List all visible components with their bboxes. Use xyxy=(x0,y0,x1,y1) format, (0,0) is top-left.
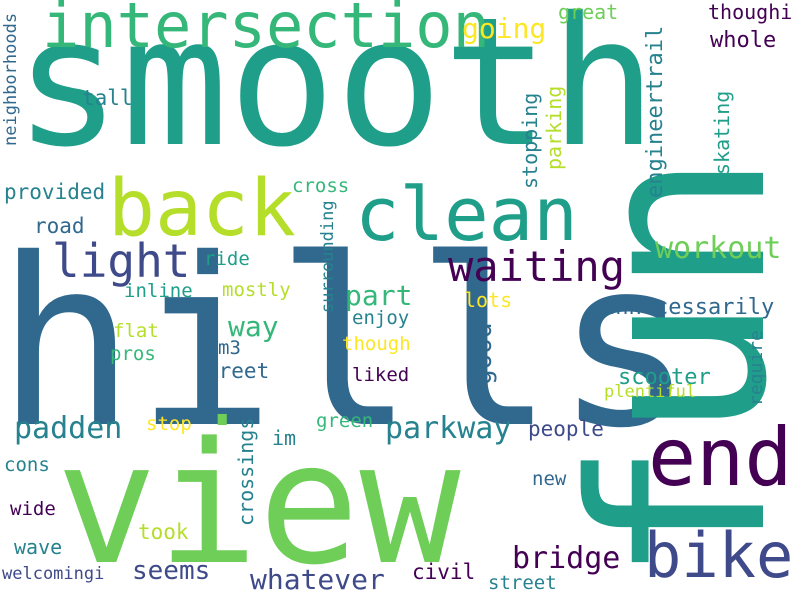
word-road: road xyxy=(34,214,85,238)
word-inline: inline xyxy=(124,280,193,302)
word-require: require xyxy=(746,330,767,406)
word-hills: hills xyxy=(0,209,695,479)
word-liked: liked xyxy=(352,364,410,386)
word-way: way xyxy=(228,310,279,343)
word-waiting: waiting xyxy=(448,242,626,291)
word-engineertrail: engineertrail xyxy=(643,25,668,198)
word-neighborhoods: neighborhoods xyxy=(1,12,21,146)
word-surrounding: surrounding xyxy=(318,200,338,313)
word-parkway: parkway xyxy=(385,411,512,446)
word-dot: . xyxy=(200,357,245,443)
word-tall: tall xyxy=(82,86,133,110)
word-street: street xyxy=(488,572,557,594)
word-end: end xyxy=(648,411,793,504)
word-great: great xyxy=(558,0,619,24)
word-going: going xyxy=(462,12,547,45)
word-m3: m3 xyxy=(218,337,241,359)
word-thoughi: thoughi xyxy=(708,0,793,24)
word-whatever: whatever xyxy=(250,563,385,596)
word-skating: skating xyxy=(710,90,734,175)
word-bridge: bridge xyxy=(512,541,621,576)
word-civil: civil xyxy=(412,560,476,584)
word-pros: pros xyxy=(110,343,156,365)
word-view: view xyxy=(56,406,461,600)
word-whole: whole xyxy=(710,28,777,53)
word-enjoy: enjoy xyxy=(352,307,410,329)
word-mostly: mostly xyxy=(222,279,291,301)
word-stopping: stopping xyxy=(518,92,542,189)
word-new: new xyxy=(532,468,567,490)
word-provided: provided xyxy=(4,180,106,204)
word-workout: workout xyxy=(655,231,782,266)
word-wave: wave xyxy=(14,535,63,559)
word-stop: stop xyxy=(146,413,192,435)
word-ride: ride xyxy=(204,248,250,270)
word-intersection: intersection xyxy=(42,0,490,62)
word-bike: bike xyxy=(644,519,794,592)
word-plentiful: plentiful xyxy=(604,382,697,402)
word-smooth: smooth xyxy=(14,0,657,186)
word-cons: cons xyxy=(4,454,50,476)
word-padden: padden xyxy=(14,411,123,446)
word-flat: flat xyxy=(113,320,159,342)
word-people: people xyxy=(528,417,604,441)
word-im: im xyxy=(272,426,297,450)
word-cross: cross xyxy=(292,175,350,197)
word-unnecessarily: unnecessarily xyxy=(602,295,775,320)
word-seems: seems xyxy=(132,556,211,586)
word-clean: clean xyxy=(355,172,578,258)
word-parking: parking xyxy=(542,85,566,170)
word-back: back xyxy=(108,164,296,254)
word-though: though xyxy=(342,333,411,355)
word-greet: greet xyxy=(206,359,270,383)
word-wide: wide xyxy=(10,498,56,520)
word-scooter: scooter xyxy=(618,365,711,390)
word-light: light xyxy=(52,234,191,288)
word-lots: lots xyxy=(464,288,513,312)
word-good: good xyxy=(468,322,498,385)
word-took: took xyxy=(138,520,189,544)
word-welcomingi: welcomingi xyxy=(2,564,105,584)
word-part: part xyxy=(345,279,413,312)
word-green: green xyxy=(316,410,374,432)
